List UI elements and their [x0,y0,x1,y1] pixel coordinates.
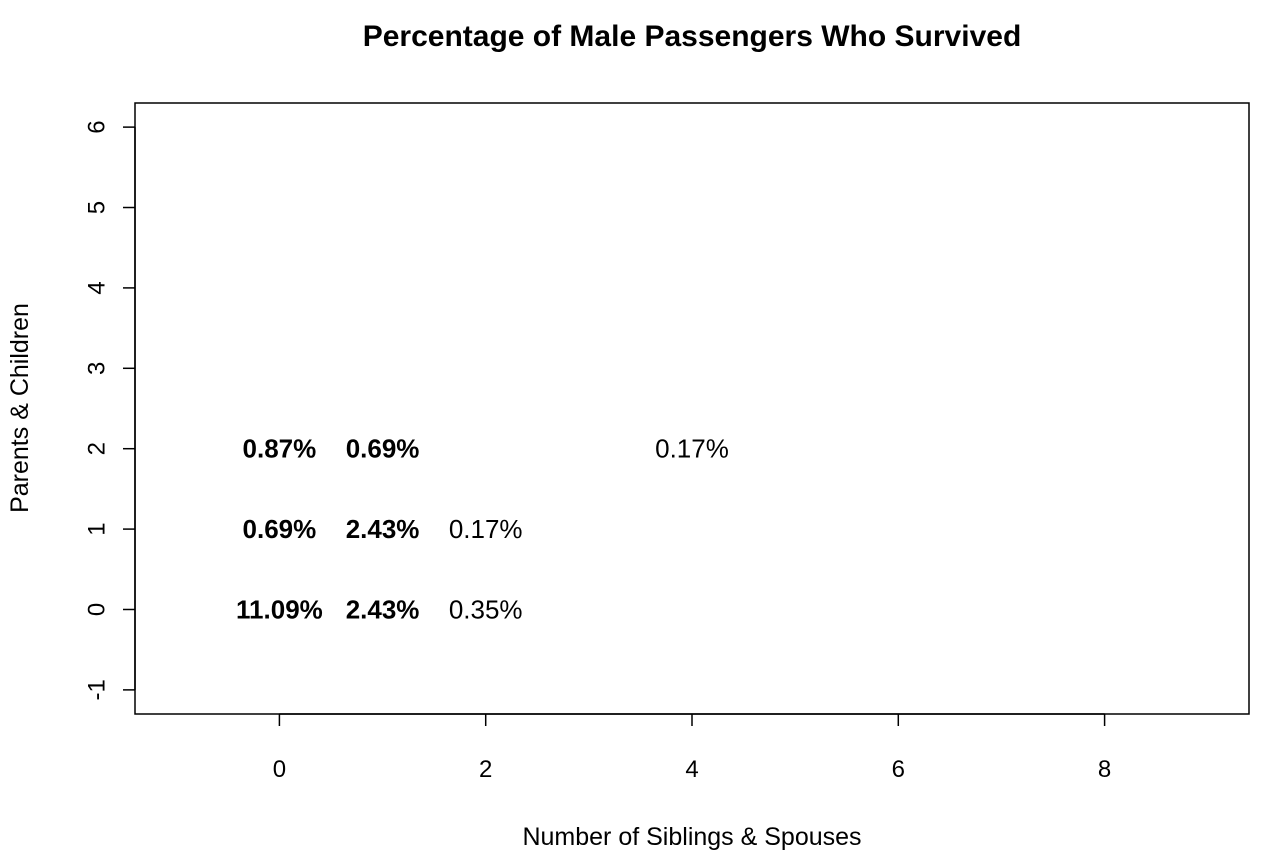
y-tick-label: -1 [84,679,111,700]
x-tick-label: 8 [1098,756,1111,783]
data-point-label: 2.43% [346,514,420,544]
data-point-label: 11.09% [236,594,323,624]
data-point-label: 0.17% [655,434,729,464]
y-tick-label: 3 [84,362,111,375]
y-axis-label: Parents & Children [6,303,34,513]
y-tick-label: 5 [84,201,111,214]
x-tick-label: 0 [273,756,286,783]
y-tick-label: 2 [84,442,111,455]
data-point-label: 0.87% [243,434,317,464]
data-point-label: 0.69% [346,434,420,464]
data-point-label: 2.43% [346,594,420,624]
x-axis: 0 2 4 6 8 [273,713,1111,783]
x-tick-label: 6 [892,756,905,783]
x-tick-label: 4 [685,756,698,783]
data-point-label: 0.17% [449,514,523,544]
y-tick-label: 0 [84,603,111,616]
data-point-label: 0.69% [243,514,317,544]
x-axis-label: Number of Siblings & Spouses [522,823,861,851]
chart-title: Percentage of Male Passengers Who Surviv… [363,20,1022,53]
data-point-label: 0.35% [449,594,523,624]
y-axis: -1 0 1 2 3 4 5 6 [84,120,136,701]
y-tick-label: 4 [84,281,111,294]
x-tick-label: 2 [479,756,492,783]
y-tick-label: 6 [84,120,111,133]
data-labels: 11.09% 2.43% 0.35% 0.69% 2.43% 0.17% 0.87% 0.69… [236,434,729,625]
y-tick-label: 1 [84,522,111,535]
